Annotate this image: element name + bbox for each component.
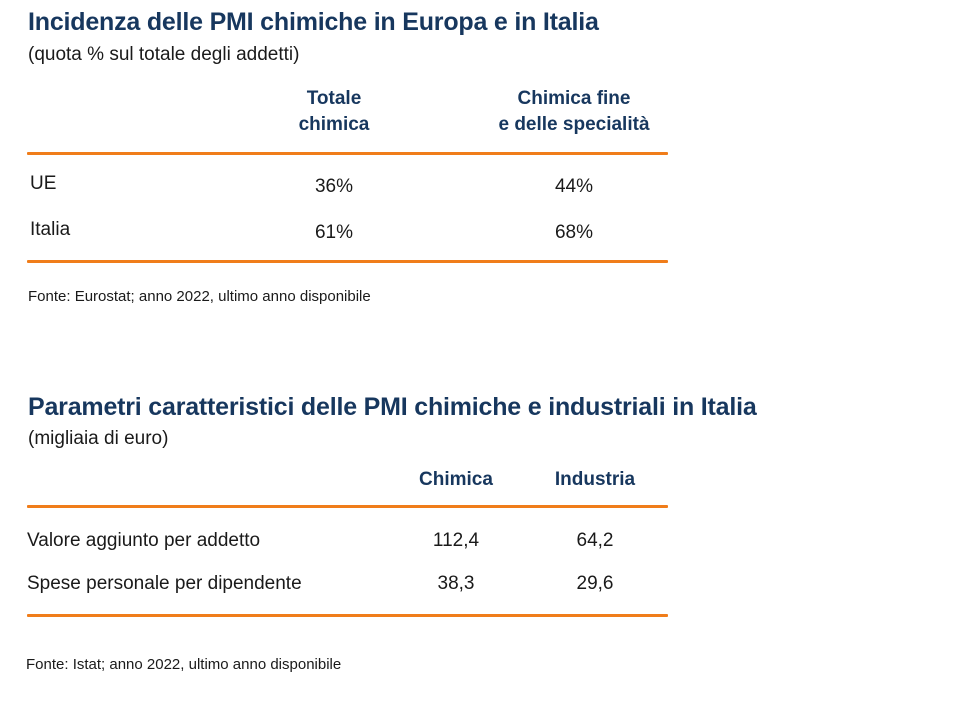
table1-cell-italia-totale: 61%	[314, 222, 354, 243]
table2-cell-spese-personale-industria: 29,6	[576, 573, 614, 594]
table2-cell-spese-personale-chimica: 38,3	[437, 573, 475, 594]
table2-bottom-rule	[27, 614, 668, 617]
table2-col-header-chimica: Chimica	[419, 469, 493, 490]
table2-cell-valore-aggiunto-chimica: 112,4	[432, 530, 480, 551]
table1-col-header-totale: Totale chimica	[254, 86, 414, 138]
table1-title: Incidenza delle PMI chimiche in Europa e…	[28, 8, 599, 36]
table2-title: Parametri caratteristici delle PMI chimi…	[28, 393, 757, 421]
table1-subtitle: (quota % sul totale degli addetti)	[28, 44, 300, 65]
table1-col-header-chimica-fine-line2: e delle specialità	[498, 114, 650, 135]
table1-cell-ue-totale: 36%	[314, 176, 354, 197]
table2-row-label-spese-personale: Spese personale per dipendente	[27, 573, 302, 594]
table1-row-label-italia: Italia	[30, 219, 71, 240]
table2-col-header-industria: Industria	[554, 469, 636, 490]
table2-row-label-valore-aggiunto: Valore aggiunto per addetto	[27, 530, 261, 551]
table1-row-label-ue: UE	[30, 173, 57, 194]
table2-cell-valore-aggiunto-industria: 64,2	[576, 530, 614, 551]
table1-col-header-totale-line2: chimica	[298, 114, 370, 135]
table2-source-note: Fonte: Istat; anno 2022, ultimo anno dis…	[26, 656, 342, 673]
table1-col-header-chimica-fine: Chimica fine e delle specialità	[464, 86, 684, 138]
table2-top-rule	[27, 505, 668, 508]
table1-cell-ue-chimica-fine: 44%	[554, 176, 594, 197]
table2-subtitle: (migliaia di euro)	[28, 428, 169, 449]
table1-source-note: Fonte: Eurostat; anno 2022, ultimo anno …	[28, 288, 371, 305]
table1-bottom-rule	[27, 260, 668, 263]
table1-col-header-chimica-fine-line1: Chimica fine	[517, 88, 631, 109]
table1-col-header-totale-line1: Totale	[306, 88, 362, 109]
table1-top-rule	[27, 152, 668, 155]
table1-cell-italia-chimica-fine: 68%	[554, 222, 594, 243]
